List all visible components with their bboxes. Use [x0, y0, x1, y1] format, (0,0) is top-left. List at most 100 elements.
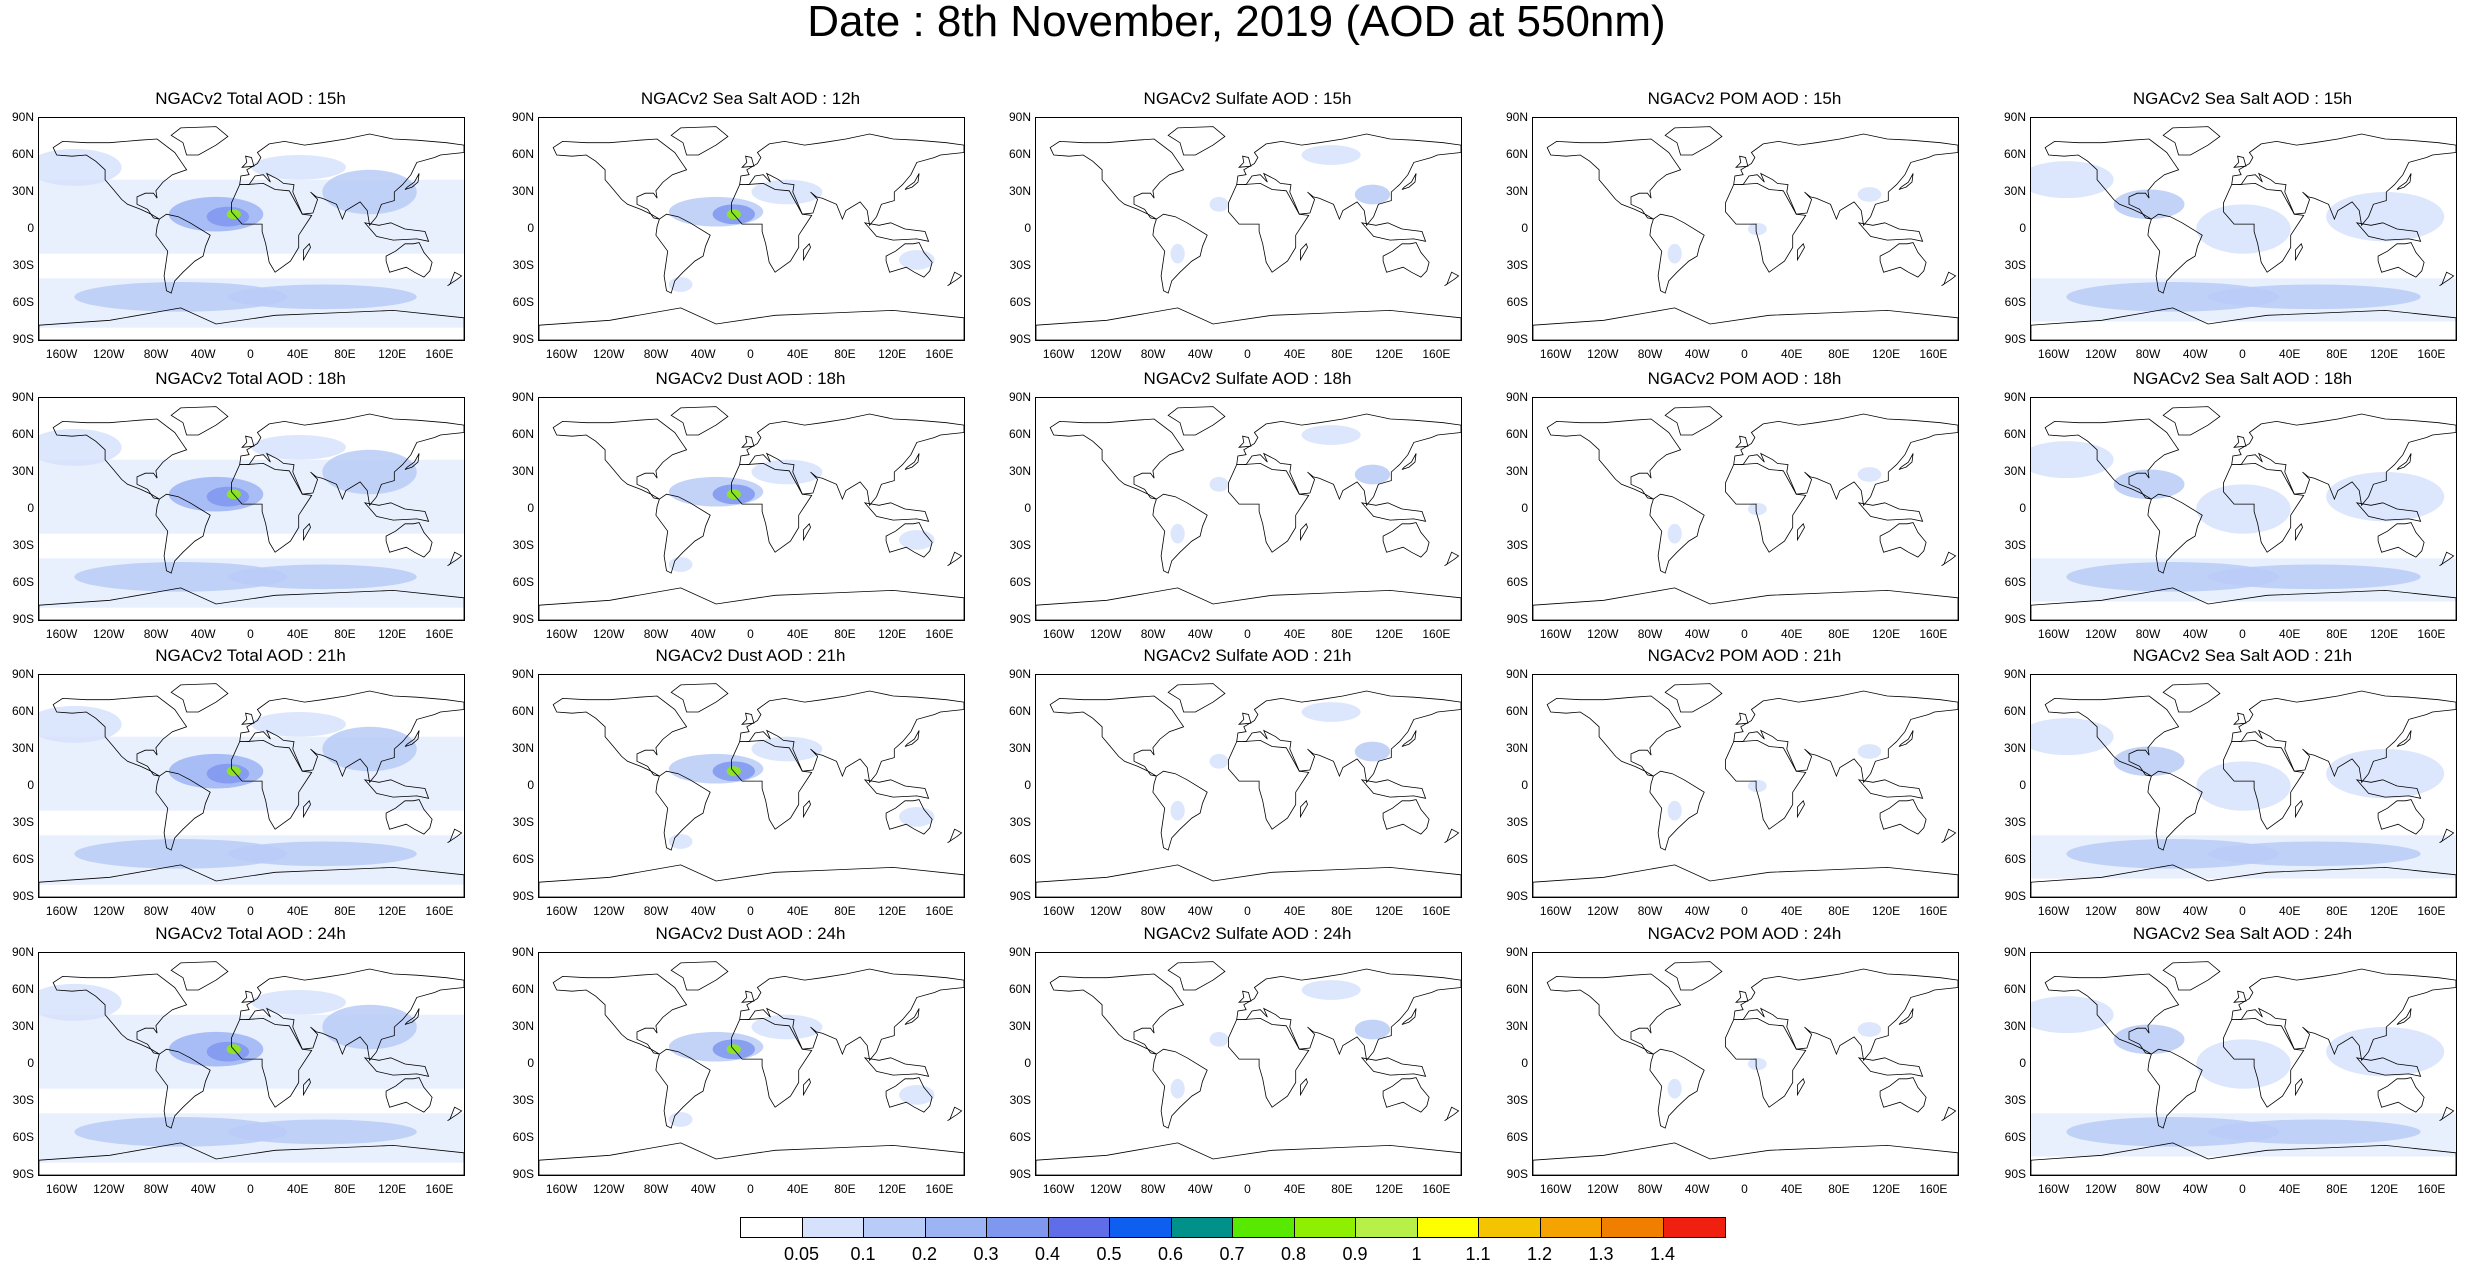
coastline: [1649, 213, 1705, 294]
lat-tick-label: 0: [527, 221, 534, 235]
panel-title: NGACv2 Dust AOD : 18h: [655, 369, 846, 388]
lon-tick-label: 40W: [690, 1182, 716, 1196]
lon-tick-label: 160W: [2037, 347, 2070, 361]
lon-tick-label: 40W: [1684, 1182, 1710, 1196]
lon-tick-label: 40E: [287, 627, 309, 641]
coastline: [2294, 243, 2303, 262]
map-canvas: [539, 126, 964, 340]
coastline: [1546, 138, 1682, 220]
aod-contour: [74, 562, 287, 592]
lon-tick-label: 120W: [1587, 1182, 1619, 1196]
map-panel: NGACv2 POM AOD : 18h 90N 60N 30N 0 30S 60S 90S 1…: [1494, 369, 1999, 648]
aod-contour: [899, 249, 935, 270]
world-map: [538, 674, 965, 898]
lon-tick-label: 80W: [1637, 627, 1663, 641]
coastline: [670, 406, 729, 436]
coastline: [239, 413, 464, 507]
map-panel: NGACv2 Total AOD : 15h 90N 60N 30N 0 30S 60S 90…: [0, 89, 505, 368]
lon-tick-label: 120W: [2085, 1182, 2117, 1196]
lat-tick-label: 60S: [2004, 575, 2026, 589]
lat-tick-label: 90S: [1009, 889, 1031, 903]
coastline: [404, 453, 420, 470]
coastline: [39, 587, 464, 620]
aod-contour: [2066, 562, 2279, 592]
world-map: [2030, 674, 2457, 898]
coastline: [1049, 973, 1185, 1055]
lon-tick-label: 120E: [1872, 1182, 1901, 1196]
lat-tick-label: 30N: [1505, 184, 1528, 198]
coastline: [155, 213, 211, 294]
lat-tick-label: 30N: [511, 184, 534, 198]
aod-contour: [2113, 1024, 2185, 1055]
lat-tick-label: 60N: [11, 147, 34, 161]
coastline: [1879, 242, 1927, 278]
coastline: [1360, 222, 1427, 242]
coastline: [1879, 799, 1927, 835]
lat-tick-label: 30S: [512, 1093, 534, 1107]
coastline: [1236, 133, 1461, 227]
coastline: [2147, 493, 2203, 574]
coastline: [539, 864, 964, 897]
coastline: [2439, 271, 2455, 287]
coastline: [1664, 406, 1723, 436]
lon-tick-label: 80W: [1637, 1182, 1663, 1196]
lon-tick-label: 40W: [1684, 347, 1710, 361]
coastline: [552, 973, 688, 1055]
world-map: [38, 674, 465, 898]
lon-tick-label: 160W: [1539, 347, 1572, 361]
coastline: [1236, 968, 1461, 1062]
aod-contour: [2326, 192, 2445, 242]
colorbar-label: 0.4: [1034, 1244, 1061, 1264]
lat-tick-label: 30N: [1505, 464, 1528, 478]
coastline: [1227, 739, 1310, 830]
aod-contour: [39, 983, 122, 1021]
lon-tick-label: 120E: [2370, 627, 2399, 641]
lon-tick-label: 40W: [2182, 904, 2208, 918]
lon-tick-label: 40E: [287, 904, 309, 918]
coastline: [52, 418, 188, 500]
aod-contour: [899, 806, 935, 827]
lon-tick-label: 80E: [1331, 1182, 1353, 1196]
lon-tick-label: 120E: [878, 904, 907, 918]
coastline: [239, 690, 464, 784]
lat-tick-label: 30N: [511, 741, 534, 755]
aod-contour: [1209, 196, 1229, 212]
lon-tick-label: 80E: [1828, 1182, 1850, 1196]
lon-tick-label: 80W: [143, 627, 169, 641]
lon-tick-label: 40E: [1781, 347, 1803, 361]
lon-tick-label: 80E: [834, 627, 856, 641]
lon-tick-label: 120W: [593, 1182, 625, 1196]
coastline: [1533, 587, 1958, 620]
coastline: [1444, 828, 1460, 844]
lon-tick-label: 120E: [1872, 904, 1901, 918]
coastline: [2231, 968, 2456, 1062]
lat-tick-label: 90N: [11, 945, 34, 959]
coastline: [1049, 418, 1185, 500]
coastline: [1401, 453, 1417, 470]
coastline: [1227, 182, 1310, 273]
aod-contour: [1170, 243, 1185, 264]
map-panel: NGACv2 Sea Salt AOD : 15h 90N 60N 30N 0 30S 60…: [1992, 89, 2473, 368]
coastline: [802, 243, 811, 262]
lon-tick-label: 120E: [1872, 627, 1901, 641]
lon-tick-label: 40E: [1781, 1182, 1803, 1196]
lat-tick-label: 30S: [1506, 258, 1528, 272]
aod-contour: [322, 726, 417, 772]
aod-contour: [251, 990, 346, 1015]
lon-tick-label: 80W: [1140, 904, 1166, 918]
map-panel: NGACv2 Sulfate AOD : 21h 90N 60N 30N 0 30S 60S…: [997, 646, 1502, 925]
lat-tick-label: 30N: [2003, 184, 2026, 198]
coastline: [1401, 173, 1417, 190]
aod-contour: [1209, 753, 1229, 769]
lat-tick-label: 90N: [511, 945, 534, 959]
lon-tick-label: 160E: [1422, 1182, 1451, 1196]
lon-tick-label: 80W: [2135, 1182, 2161, 1196]
lat-tick-label: 30S: [12, 258, 34, 272]
coastline: [404, 1008, 420, 1025]
coastline: [447, 271, 463, 287]
world-map: [1035, 674, 1462, 898]
coastline: [2355, 779, 2422, 799]
colorbar-swatch: [987, 1218, 1049, 1237]
lat-tick-label: 30S: [512, 538, 534, 552]
lon-tick-label: 0: [747, 347, 754, 361]
